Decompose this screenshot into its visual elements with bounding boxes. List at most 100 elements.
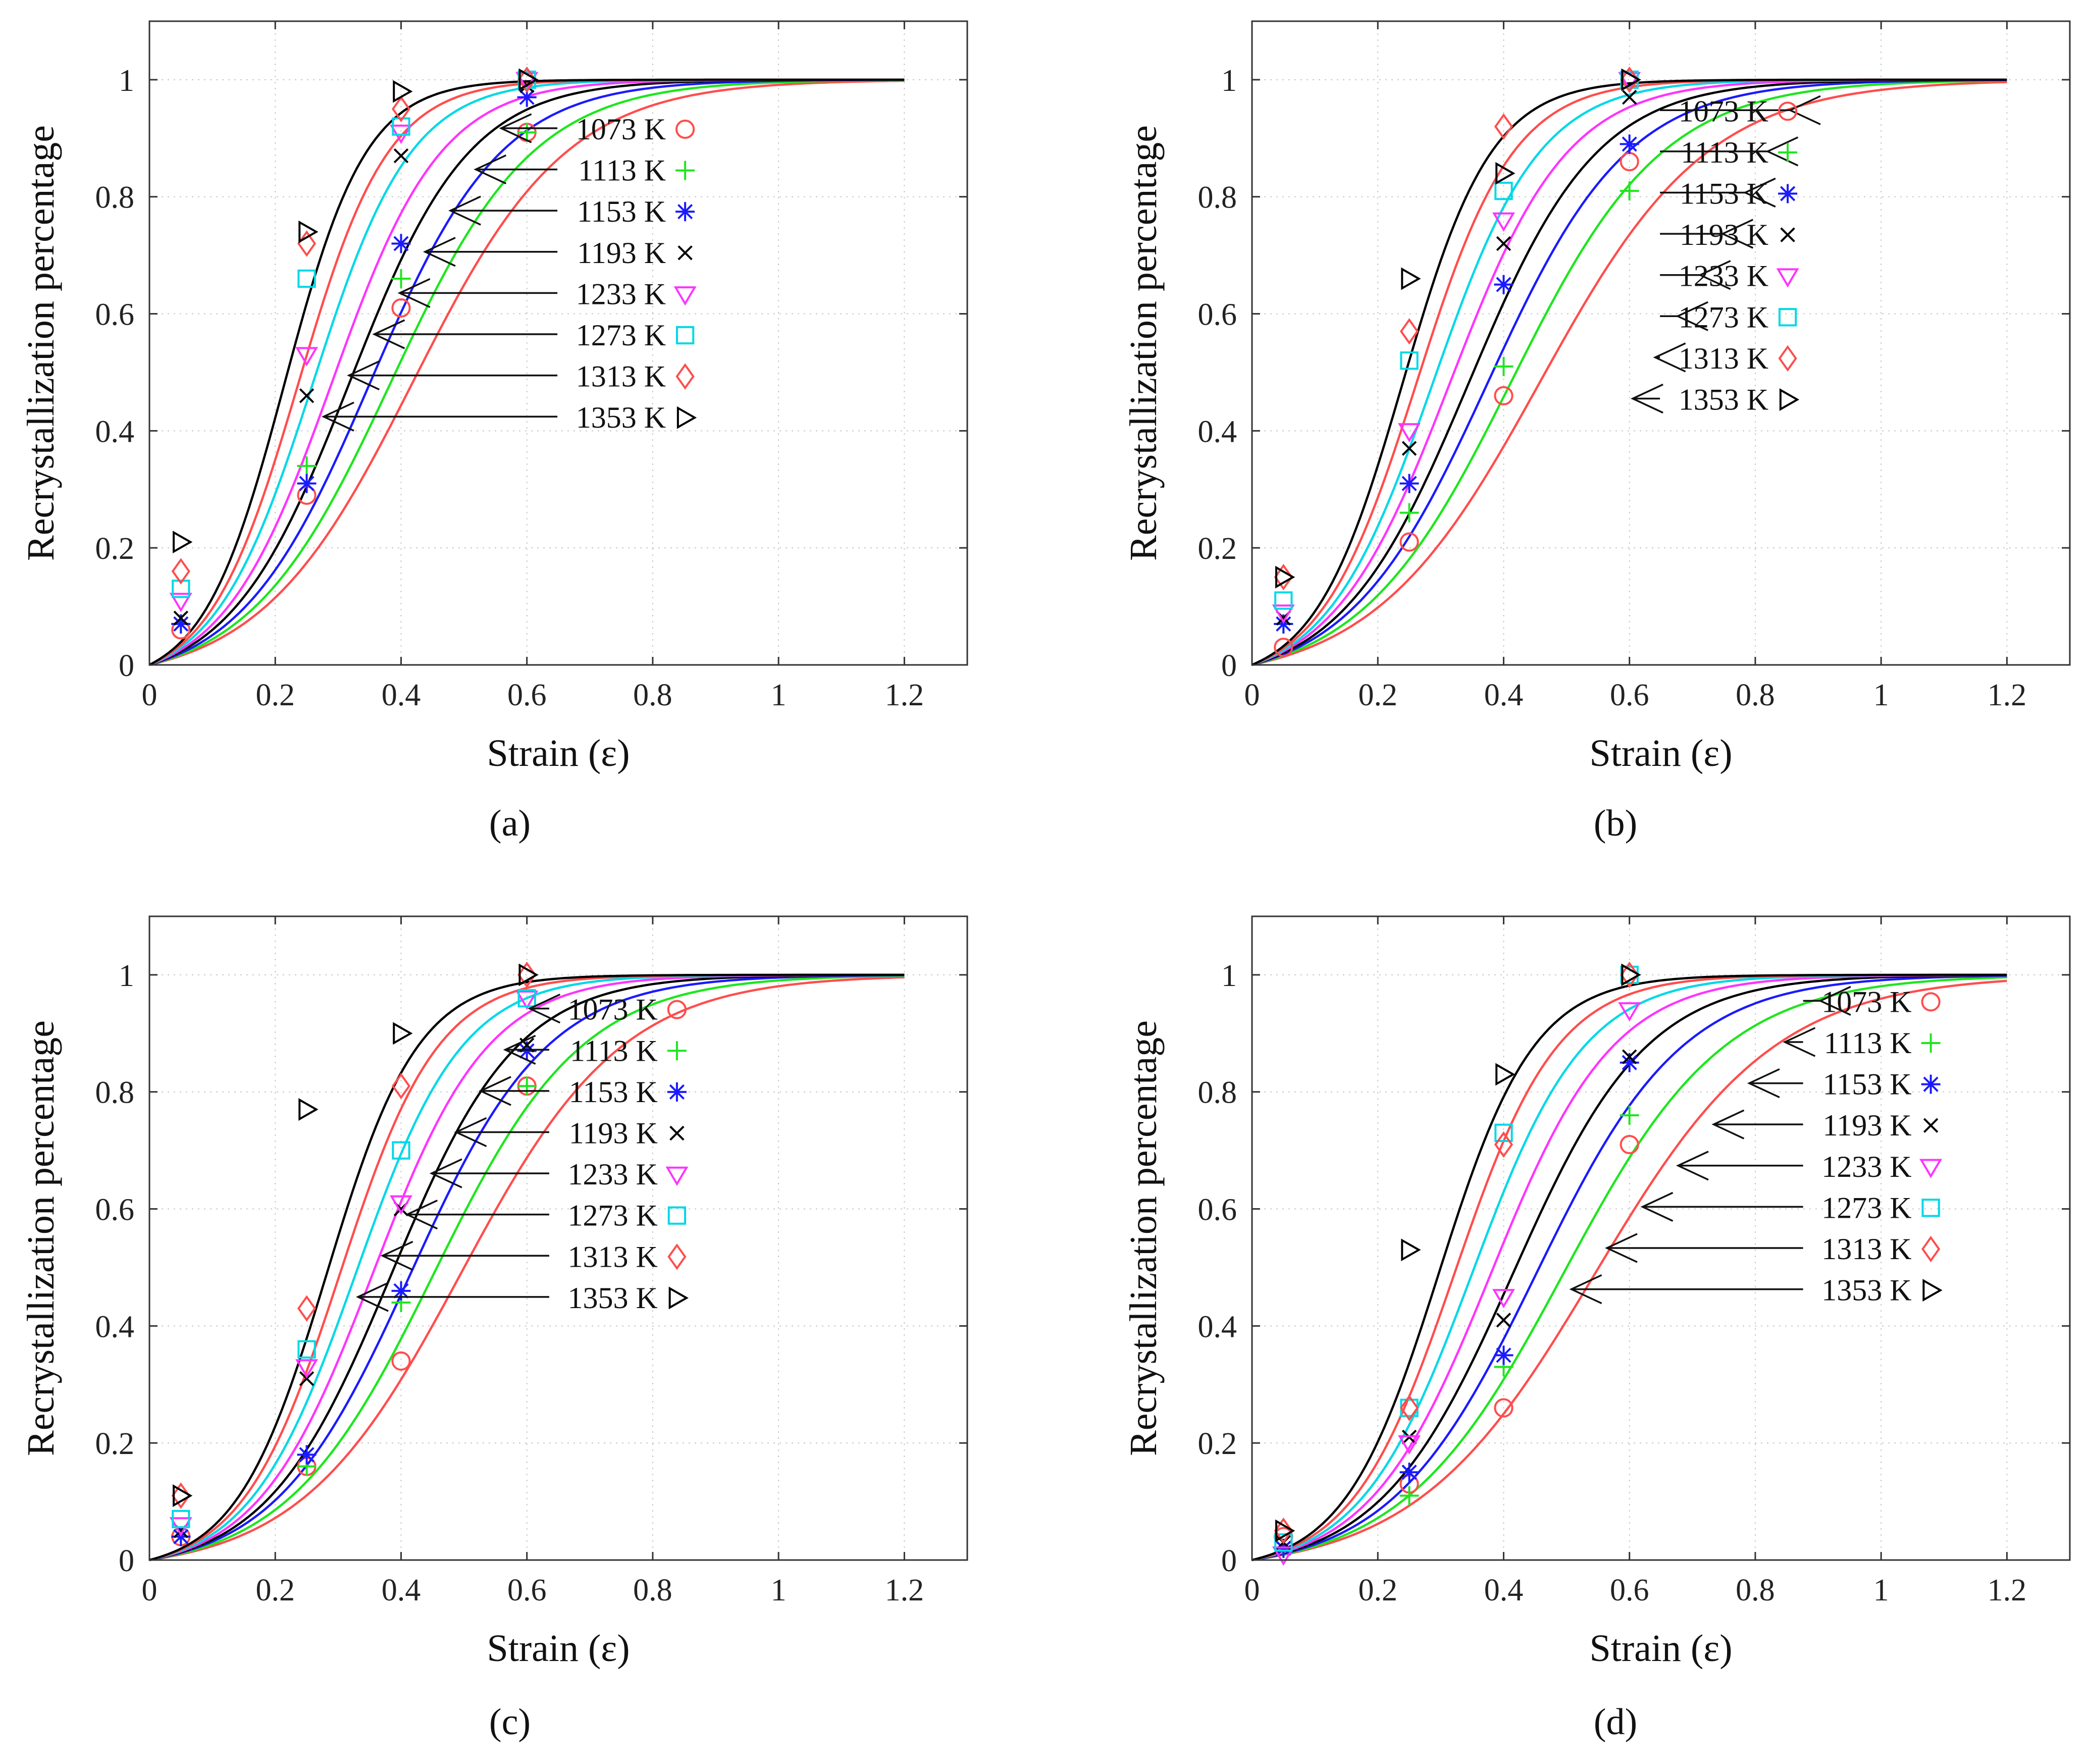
y-tick-label: 0.4 xyxy=(95,1310,135,1344)
y-tick-label: 0.8 xyxy=(1198,181,1237,215)
x-tick-label: 1.2 xyxy=(1988,1573,2027,1607)
x-tick-label: 0.2 xyxy=(1358,1573,1397,1607)
x-tick-label: 0.2 xyxy=(255,1573,295,1607)
chart-panel-c: 0 0.2 0.4 0.6 0.8 1 1.2 0 0.2 0.4 0.6 0.8 1 Strain (ε… xyxy=(20,915,968,1743)
legend-arrow xyxy=(448,195,558,226)
panel-caption: (c) xyxy=(489,1701,531,1743)
data-point-1193k xyxy=(299,1371,315,1386)
legend-label: 1353 K xyxy=(1679,383,1768,417)
data-point-1193k xyxy=(299,388,315,403)
x-axis-label: Strain (ε) xyxy=(487,1627,630,1670)
legend: 1073 K 1113 K 1153 K 1193 K 1233 K 1273 K 1313… xyxy=(321,113,697,434)
data-point-1233k xyxy=(1272,1546,1295,1566)
data-point-1353k xyxy=(1275,1519,1295,1542)
data-point-1113k xyxy=(1494,356,1514,376)
fit-curve-1153k xyxy=(1251,974,2007,1562)
y-tick-label: 0 xyxy=(1221,1544,1237,1578)
legend-arrow xyxy=(454,1117,549,1148)
legend-marker-1153k xyxy=(1778,184,1798,203)
data-point-1273k xyxy=(1274,1533,1293,1552)
y-tick-label: 0.2 xyxy=(1198,532,1237,566)
legend-label: 1353 K xyxy=(568,1281,658,1315)
y-axis-label: Recrystallization percentage xyxy=(20,125,62,561)
plot-area xyxy=(1252,21,2070,665)
data-point-1233k xyxy=(389,1195,412,1215)
plot-area xyxy=(149,21,967,665)
legend-marker-1233k xyxy=(1919,1159,1943,1178)
y-tick-label: 0.8 xyxy=(1198,1076,1237,1110)
legend-arrow xyxy=(1747,1068,1803,1099)
data-point-1273k xyxy=(1274,591,1293,610)
y-tick-label: 1 xyxy=(119,959,134,993)
data-point-1353k xyxy=(173,1484,193,1507)
panel-caption: (a) xyxy=(489,803,531,844)
legend-arrow xyxy=(1604,1233,1803,1263)
data-point-1353k xyxy=(393,80,413,103)
x-tick-label: 0 xyxy=(142,678,158,712)
legend-label: 1073 K xyxy=(1821,985,1911,1018)
legend-label: 1113 K xyxy=(570,1034,658,1067)
data-point-1353k xyxy=(518,963,539,987)
legend-arrow xyxy=(1630,383,1663,414)
data-point-1353k xyxy=(393,1022,413,1045)
data-point-1233k xyxy=(515,990,539,1010)
y-tick-label: 0 xyxy=(1221,649,1237,683)
x-tick-label: 1 xyxy=(1873,1573,1889,1607)
legend-marker-1113k xyxy=(675,161,695,180)
data-point-1233k xyxy=(1398,423,1421,443)
x-axis-label: Strain (ε) xyxy=(1589,1627,1732,1670)
fit-curve-1073k xyxy=(149,79,905,666)
data-point-1153k xyxy=(1399,1463,1419,1482)
data-point-1353k xyxy=(518,68,539,91)
data-point-1233k xyxy=(1618,1002,1641,1022)
plot-area xyxy=(149,916,967,1560)
legend-label: 1313 K xyxy=(568,1240,658,1273)
x-tick-label: 0.2 xyxy=(255,678,295,712)
legend-label: 1353 K xyxy=(1821,1274,1911,1307)
legend-arrow xyxy=(429,1158,549,1188)
x-tick-label: 0.8 xyxy=(633,1573,672,1607)
data-point-1313k xyxy=(391,95,411,123)
data-point-1313k xyxy=(171,558,190,585)
data-point-1193k xyxy=(1622,89,1637,105)
grid xyxy=(149,916,967,1560)
legend-marker-1153k xyxy=(675,202,695,222)
data-point-1193k xyxy=(393,148,409,164)
legend-marker-1193k xyxy=(1780,227,1795,242)
data-point-1353k xyxy=(1275,565,1295,589)
legend-arrow xyxy=(1660,219,1754,249)
x-tick-label: 0 xyxy=(1244,678,1260,712)
legend-marker-1073k xyxy=(667,1000,687,1019)
legend-marker-1313k xyxy=(675,363,695,390)
data-point-1073k xyxy=(1399,532,1419,552)
legend-marker-1273k xyxy=(1778,308,1797,327)
legend-arrow xyxy=(1711,1109,1803,1139)
x-tick-label: 0.6 xyxy=(1610,678,1649,712)
data-point-1153k xyxy=(1399,474,1419,493)
data-point-1353k xyxy=(1401,1238,1421,1262)
y-tick-label: 1 xyxy=(1221,64,1237,98)
data-point-1193k xyxy=(1496,236,1511,251)
legend-marker-1273k xyxy=(675,326,695,345)
y-tick-label: 0.6 xyxy=(95,298,135,332)
data-point-1153k xyxy=(1494,275,1514,294)
legend-label: 1193 K xyxy=(577,236,666,270)
chart-panel-b: 0 0.2 0.4 0.6 0.8 1 1.2 0 0.2 0.4 0.6 0.8 1 Strain (ε… xyxy=(1122,20,2071,844)
y-tick-label: 0.4 xyxy=(1198,1310,1237,1344)
legend-label: 1273 K xyxy=(1821,1191,1911,1224)
data-point-1313k xyxy=(1399,1394,1419,1421)
legend-label: 1193 K xyxy=(1680,218,1768,251)
legend-arrow xyxy=(499,113,558,143)
x-tick-label: 0.2 xyxy=(1358,678,1397,712)
data-point-1313k xyxy=(517,961,537,989)
data-point-1313k xyxy=(517,66,537,93)
legend-arrow xyxy=(1660,301,1708,331)
x-tick-label: 0 xyxy=(142,1573,158,1607)
data-point-1273k xyxy=(297,269,316,288)
y-axis-label: Recrystallization percentage xyxy=(1122,125,1165,561)
data-point-1273k xyxy=(517,989,536,1008)
legend-arrow xyxy=(528,994,561,1024)
legend-marker-1353k xyxy=(1779,388,1800,411)
data-point-1273k xyxy=(1494,1123,1513,1143)
data-point-1193k xyxy=(1496,1313,1511,1328)
